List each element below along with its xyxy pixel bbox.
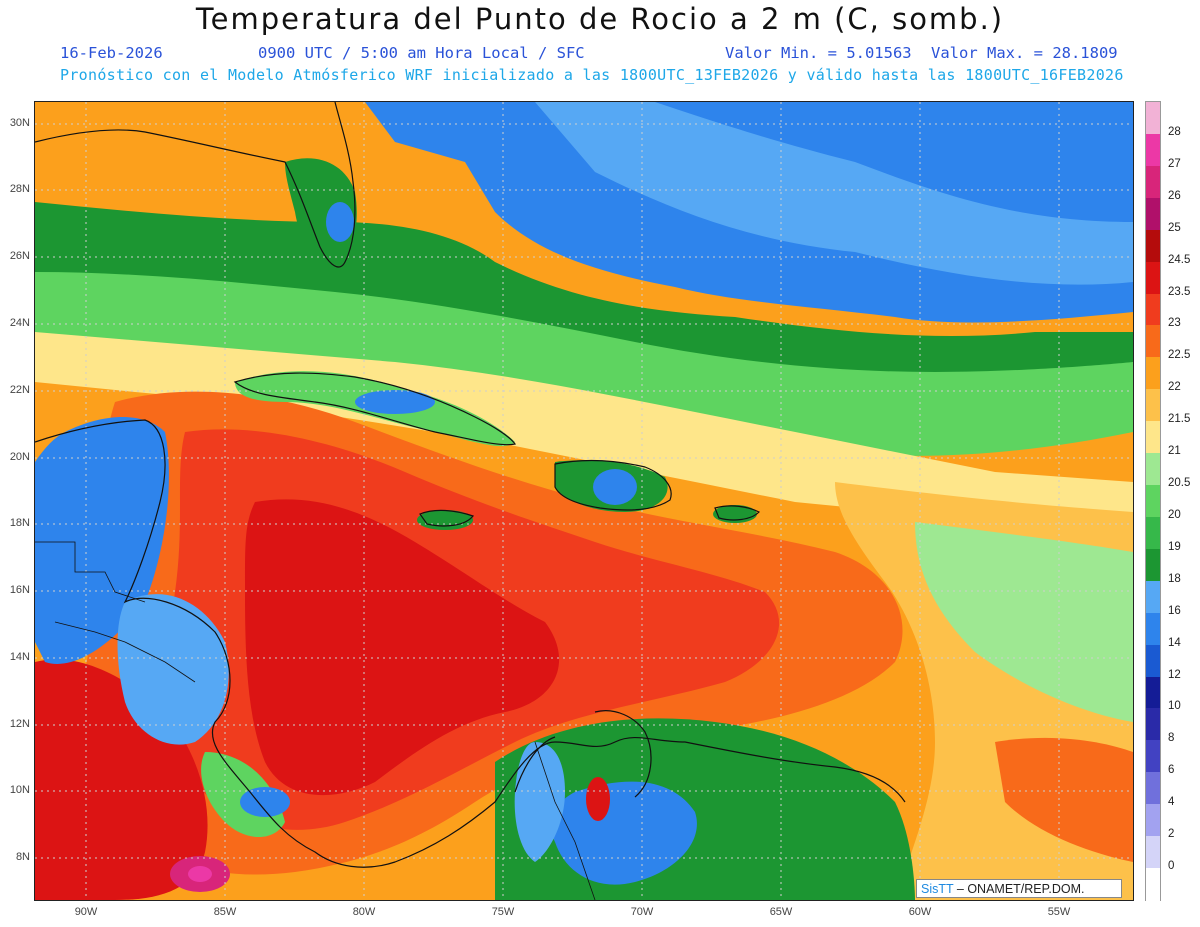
legend-swatch	[1146, 836, 1160, 869]
graticule	[35, 102, 1133, 900]
lat-label: 18N	[9, 517, 30, 529]
legend-swatch	[1146, 453, 1160, 486]
lat-label: 8N	[15, 851, 30, 863]
forecast-date: 16-Feb-2026	[60, 44, 163, 62]
lat-label: 16N	[9, 584, 30, 596]
dewpoint-map	[34, 101, 1134, 901]
lon-label: 65W	[769, 906, 793, 918]
legend-label: 6	[1168, 764, 1175, 777]
color-legend	[1145, 101, 1161, 901]
legend-swatch	[1146, 708, 1160, 741]
legend-label: 22.5	[1168, 349, 1191, 362]
legend-swatch	[1146, 229, 1160, 263]
legend-swatch	[1146, 676, 1160, 710]
lat-label: 24N	[9, 317, 30, 329]
east-atlantic-green	[915, 522, 1133, 722]
legend-label: 21.5	[1168, 413, 1191, 426]
hispaniola-cool	[593, 469, 637, 505]
legend-swatch	[1146, 293, 1160, 327]
lon-label: 90W	[74, 906, 98, 918]
lat-label: 10N	[9, 784, 30, 796]
legend-swatch	[1146, 421, 1160, 454]
light-green-band	[35, 272, 1133, 456]
lat-label: 30N	[9, 117, 30, 129]
legend-label: 8	[1168, 732, 1175, 745]
map-title: Temperatura del Punto de Rocio a 2 m (C,…	[195, 2, 1005, 36]
legend-swatch	[1146, 868, 1160, 901]
lat-label: 20N	[9, 451, 30, 463]
value-max: Valor Max. = 28.1809	[931, 44, 1118, 62]
legend-swatch	[1146, 580, 1160, 614]
legend-label: 26	[1168, 189, 1181, 202]
lon-label: 75W	[491, 906, 515, 918]
legend-label: 10	[1168, 700, 1181, 713]
cuba-cool	[355, 390, 435, 414]
legend-swatch	[1146, 389, 1160, 422]
legend-swatch	[1146, 197, 1160, 231]
legend-swatch	[1146, 644, 1160, 678]
legend-swatch	[1146, 548, 1160, 582]
legend-swatch	[1146, 165, 1160, 199]
legend-swatch	[1146, 261, 1160, 295]
cool-region-north-dark	[655, 102, 1133, 222]
credit-box: SisTT – ONAMET/REP.DOM.	[916, 879, 1122, 898]
legend-swatch	[1146, 357, 1160, 390]
legend-label: 28	[1168, 125, 1181, 138]
legend-label: 16	[1168, 604, 1181, 617]
legend-label: 27	[1168, 157, 1181, 170]
legend-label: 23.5	[1168, 285, 1191, 298]
legend-label: 19	[1168, 540, 1181, 553]
lon-label: 80W	[352, 906, 376, 918]
lon-label: 85W	[213, 906, 237, 918]
legend-swatch	[1146, 516, 1160, 550]
lat-label: 28N	[9, 183, 30, 195]
brand-logo: SisTT	[921, 882, 954, 896]
legend-label: 20.5	[1168, 477, 1191, 490]
forecast-time: 0900 UTC / 5:00 am Hora Local / SFC	[258, 44, 585, 62]
legend-label: 24.5	[1168, 253, 1191, 266]
legend-label: 23	[1168, 317, 1181, 330]
lon-label: 70W	[630, 906, 654, 918]
legend-swatch	[1146, 325, 1160, 358]
hottest-core	[245, 499, 560, 796]
legend-label: 25	[1168, 221, 1181, 234]
legend-label: 12	[1168, 668, 1181, 681]
maracaibo-hot	[586, 777, 610, 821]
legend-swatch	[1146, 133, 1160, 167]
east-warm-patch	[995, 737, 1133, 862]
lake-okeechobee-cool	[326, 202, 354, 242]
legend-swatch	[1146, 804, 1160, 837]
borders	[35, 541, 596, 900]
lat-label: 12N	[9, 718, 30, 730]
magdalena-valley	[514, 742, 565, 862]
legend-label: 21	[1168, 445, 1181, 458]
pacific-peak	[188, 866, 212, 882]
legend-label: 0	[1168, 860, 1175, 873]
lat-label: 22N	[9, 384, 30, 396]
legend-swatch	[1146, 102, 1160, 135]
green-band	[35, 202, 1133, 402]
legend-label: 18	[1168, 572, 1181, 585]
lon-label: 60W	[908, 906, 932, 918]
legend-label: 2	[1168, 828, 1175, 841]
legend-label: 14	[1168, 636, 1181, 649]
legend-label: 20	[1168, 508, 1181, 521]
legend-swatch	[1146, 612, 1160, 646]
lat-label: 14N	[9, 651, 30, 663]
credit-text: – ONAMET/REP.DOM.	[953, 882, 1085, 896]
legend-swatch	[1146, 485, 1160, 518]
dewpoint-field	[35, 102, 1133, 900]
legend-label: 4	[1168, 796, 1175, 809]
lat-label: 26N	[9, 250, 30, 262]
lon-label: 55W	[1047, 906, 1071, 918]
honduras-cool	[117, 594, 229, 745]
legend-label: 22	[1168, 381, 1181, 394]
legend-swatch	[1146, 740, 1160, 773]
model-init-info: Pronóstico con el Modelo Atmósferico WRF…	[60, 66, 1124, 84]
value-min: Valor Min. = 5.01563	[725, 44, 912, 62]
legend-swatch	[1146, 772, 1160, 805]
coastlines	[35, 102, 906, 868]
